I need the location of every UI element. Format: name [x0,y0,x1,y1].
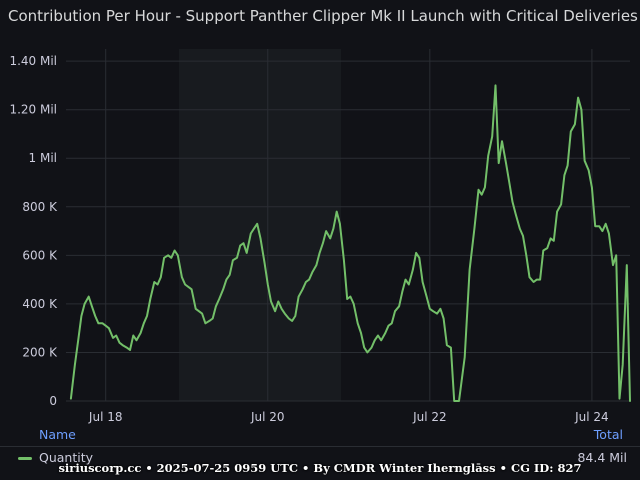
y-tick-label-3: 600 K [22,248,58,262]
series-line-quantity[interactable] [69,84,631,402]
y-tick-label-7: 1.40 Mil [9,54,57,68]
y-tick-label-2: 400 K [22,297,58,311]
footer-watermark: siriuscorp.cc • 2025-07-25 0959 UTC • By… [58,461,582,475]
legend-series-total: 84.4 Mil [577,450,627,465]
y-axis-ticks: 0 200 K 400 K 600 K 800 K 1 Mil 1.20 Mil 1.40 M… [9,54,58,408]
legend-row-quantity[interactable]: Quantity 84.4 Mil [0,448,640,468]
legend-total-header[interactable]: Total [593,427,623,442]
grid-lines [66,49,630,402]
y-tick-label-1: 200 K [22,345,58,359]
line-chart[interactable]: 0 200 K 400 K 600 K 800 K 1 Mil 1.20 Mil 1.40 M… [0,0,640,425]
y-tick-label-4: 800 K [22,200,58,214]
y-tick-label-6: 1.20 Mil [9,103,57,117]
legend-name-header[interactable]: Name [39,427,76,442]
x-axis-ticks: Jul 18 Jul 20 Jul 22 Jul 24 [88,410,609,424]
y-tick-label-0: 0 [49,394,57,408]
series-group [69,84,631,402]
chart-title: Contribution Per Hour - Support Panther … [8,7,638,25]
series-color-swatch [18,457,32,460]
legend-header: Name Total [0,424,640,447]
y-tick-label-5: 1 Mil [29,151,57,165]
x-tick-label-2: Jul 22 [412,410,447,424]
x-tick-label-3: Jul 24 [574,410,609,424]
highlight-band [179,49,341,401]
x-tick-label-0: Jul 18 [88,410,123,424]
x-tick-label-1: Jul 20 [250,410,285,424]
legend-series-name[interactable]: Quantity [39,450,94,465]
